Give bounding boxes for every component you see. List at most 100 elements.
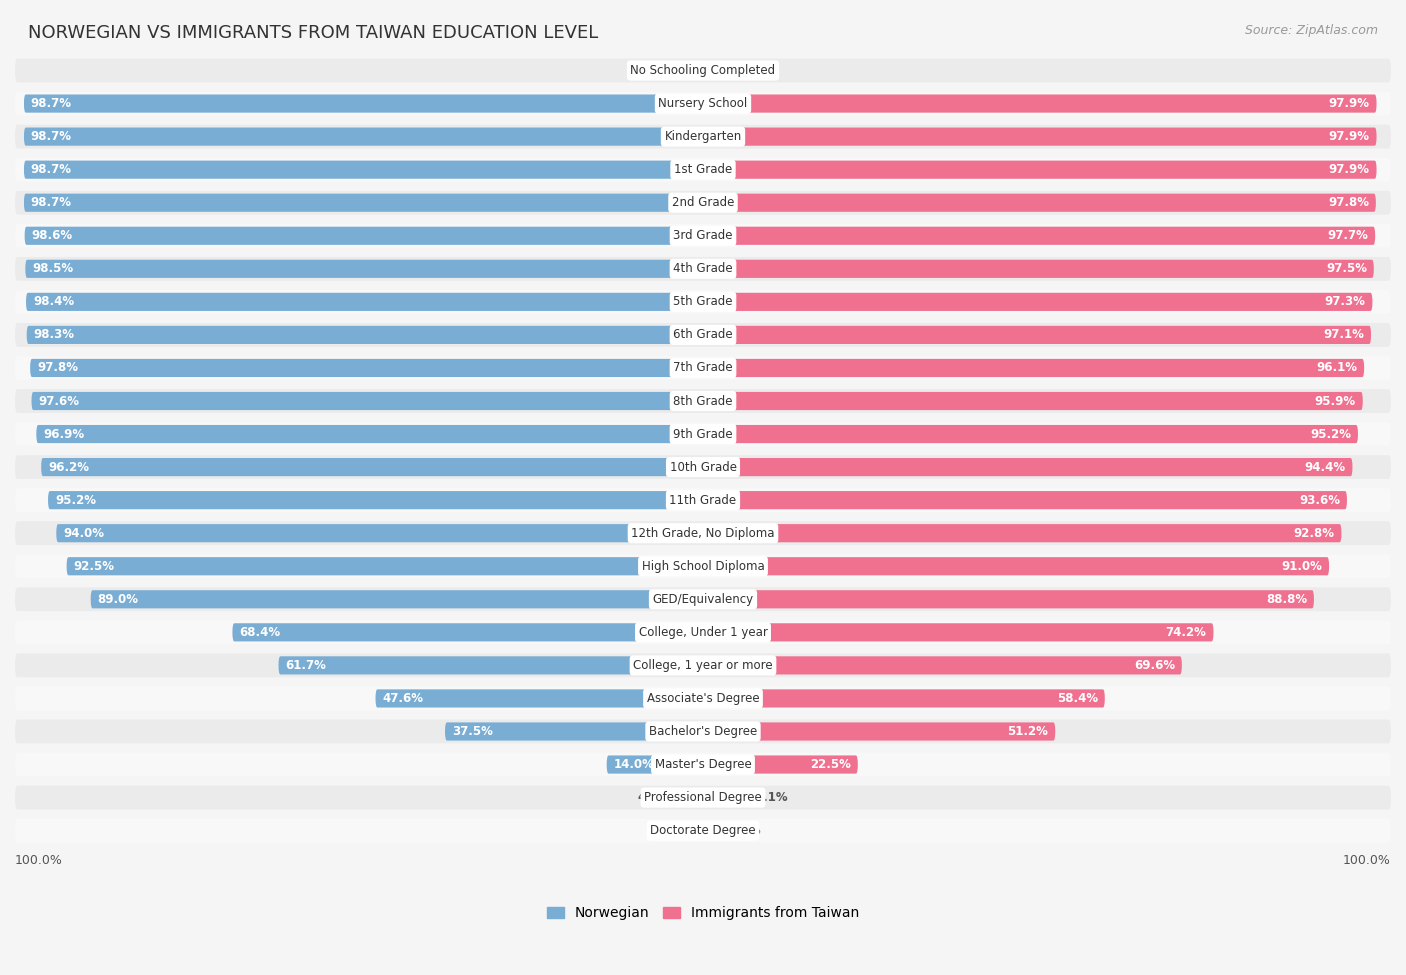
- FancyBboxPatch shape: [15, 653, 1391, 678]
- FancyBboxPatch shape: [703, 292, 1372, 311]
- FancyBboxPatch shape: [703, 656, 1182, 675]
- Text: Nursery School: Nursery School: [658, 98, 748, 110]
- Text: 98.5%: 98.5%: [32, 262, 73, 275]
- Text: NORWEGIAN VS IMMIGRANTS FROM TAIWAN EDUCATION LEVEL: NORWEGIAN VS IMMIGRANTS FROM TAIWAN EDUC…: [28, 24, 599, 42]
- Text: 98.7%: 98.7%: [31, 163, 72, 176]
- FancyBboxPatch shape: [56, 525, 703, 542]
- FancyBboxPatch shape: [15, 819, 1391, 842]
- Text: 97.9%: 97.9%: [1329, 163, 1369, 176]
- Text: Professional Degree: Professional Degree: [644, 791, 762, 804]
- Text: 1st Grade: 1st Grade: [673, 163, 733, 176]
- FancyBboxPatch shape: [90, 590, 703, 608]
- Text: 97.3%: 97.3%: [1324, 295, 1365, 308]
- Text: 8th Grade: 8th Grade: [673, 395, 733, 408]
- Text: 97.9%: 97.9%: [1329, 130, 1369, 143]
- FancyBboxPatch shape: [703, 623, 1213, 642]
- FancyBboxPatch shape: [690, 822, 703, 839]
- Legend: Norwegian, Immigrants from Taiwan: Norwegian, Immigrants from Taiwan: [541, 901, 865, 926]
- Text: 1.3%: 1.3%: [658, 64, 690, 77]
- Text: 69.6%: 69.6%: [1133, 659, 1175, 672]
- FancyBboxPatch shape: [703, 722, 1056, 741]
- Text: 11th Grade: 11th Grade: [669, 493, 737, 507]
- Text: 98.7%: 98.7%: [31, 196, 72, 210]
- Text: 22.5%: 22.5%: [810, 758, 851, 771]
- FancyBboxPatch shape: [703, 822, 725, 839]
- Text: 68.4%: 68.4%: [239, 626, 280, 639]
- Text: College, Under 1 year: College, Under 1 year: [638, 626, 768, 639]
- FancyBboxPatch shape: [48, 491, 703, 509]
- FancyBboxPatch shape: [15, 92, 1391, 115]
- Text: Master's Degree: Master's Degree: [655, 758, 751, 771]
- Text: 4th Grade: 4th Grade: [673, 262, 733, 275]
- FancyBboxPatch shape: [24, 128, 703, 145]
- Text: 61.7%: 61.7%: [285, 659, 326, 672]
- Text: 97.8%: 97.8%: [37, 362, 77, 374]
- FancyBboxPatch shape: [15, 555, 1391, 578]
- Text: College, 1 year or more: College, 1 year or more: [633, 659, 773, 672]
- Text: 97.6%: 97.6%: [38, 395, 79, 408]
- FancyBboxPatch shape: [15, 686, 1391, 711]
- Text: 74.2%: 74.2%: [1166, 626, 1206, 639]
- FancyBboxPatch shape: [24, 194, 703, 212]
- Text: 97.5%: 97.5%: [1326, 262, 1367, 275]
- FancyBboxPatch shape: [703, 525, 1341, 542]
- Text: Bachelor's Degree: Bachelor's Degree: [650, 725, 756, 738]
- FancyBboxPatch shape: [15, 257, 1391, 281]
- FancyBboxPatch shape: [15, 290, 1391, 314]
- FancyBboxPatch shape: [375, 689, 703, 708]
- FancyBboxPatch shape: [703, 491, 1347, 509]
- FancyBboxPatch shape: [703, 128, 1376, 145]
- Text: 12th Grade, No Diploma: 12th Grade, No Diploma: [631, 526, 775, 540]
- Text: No Schooling Completed: No Schooling Completed: [630, 64, 776, 77]
- FancyBboxPatch shape: [15, 224, 1391, 248]
- FancyBboxPatch shape: [703, 194, 1376, 212]
- FancyBboxPatch shape: [15, 356, 1391, 380]
- FancyBboxPatch shape: [27, 326, 703, 344]
- FancyBboxPatch shape: [25, 226, 703, 245]
- FancyBboxPatch shape: [15, 720, 1391, 743]
- FancyBboxPatch shape: [41, 458, 703, 476]
- Text: 51.2%: 51.2%: [1008, 725, 1049, 738]
- Text: 37.5%: 37.5%: [451, 725, 492, 738]
- FancyBboxPatch shape: [15, 587, 1391, 611]
- Text: 96.2%: 96.2%: [48, 460, 89, 474]
- Text: 9th Grade: 9th Grade: [673, 428, 733, 441]
- FancyBboxPatch shape: [25, 259, 703, 278]
- Text: 3rd Grade: 3rd Grade: [673, 229, 733, 242]
- FancyBboxPatch shape: [15, 620, 1391, 644]
- Text: 3.2%: 3.2%: [728, 824, 761, 838]
- Text: 4.2%: 4.2%: [638, 791, 671, 804]
- FancyBboxPatch shape: [703, 161, 1376, 178]
- Text: 98.7%: 98.7%: [31, 98, 72, 110]
- Text: 14.0%: 14.0%: [613, 758, 654, 771]
- Text: 96.1%: 96.1%: [1316, 362, 1357, 374]
- FancyBboxPatch shape: [37, 425, 703, 444]
- FancyBboxPatch shape: [15, 58, 1391, 83]
- Text: 94.4%: 94.4%: [1305, 460, 1346, 474]
- Text: 98.7%: 98.7%: [31, 130, 72, 143]
- FancyBboxPatch shape: [703, 326, 1371, 344]
- FancyBboxPatch shape: [703, 557, 1329, 575]
- FancyBboxPatch shape: [24, 161, 703, 178]
- FancyBboxPatch shape: [703, 226, 1375, 245]
- Text: 92.5%: 92.5%: [73, 560, 114, 572]
- FancyBboxPatch shape: [703, 259, 1374, 278]
- FancyBboxPatch shape: [703, 425, 1358, 444]
- Text: 97.7%: 97.7%: [1327, 229, 1368, 242]
- FancyBboxPatch shape: [15, 191, 1391, 214]
- FancyBboxPatch shape: [703, 61, 717, 80]
- FancyBboxPatch shape: [24, 95, 703, 113]
- FancyBboxPatch shape: [232, 623, 703, 642]
- Text: 92.8%: 92.8%: [1294, 526, 1334, 540]
- Text: 98.3%: 98.3%: [34, 329, 75, 341]
- Text: 5th Grade: 5th Grade: [673, 295, 733, 308]
- FancyBboxPatch shape: [703, 95, 1376, 113]
- FancyBboxPatch shape: [15, 125, 1391, 148]
- Text: 97.8%: 97.8%: [1329, 196, 1369, 210]
- Text: 2nd Grade: 2nd Grade: [672, 196, 734, 210]
- Text: 10th Grade: 10th Grade: [669, 460, 737, 474]
- FancyBboxPatch shape: [703, 359, 1364, 377]
- FancyBboxPatch shape: [703, 392, 1362, 410]
- Text: High School Diploma: High School Diploma: [641, 560, 765, 572]
- FancyBboxPatch shape: [15, 488, 1391, 512]
